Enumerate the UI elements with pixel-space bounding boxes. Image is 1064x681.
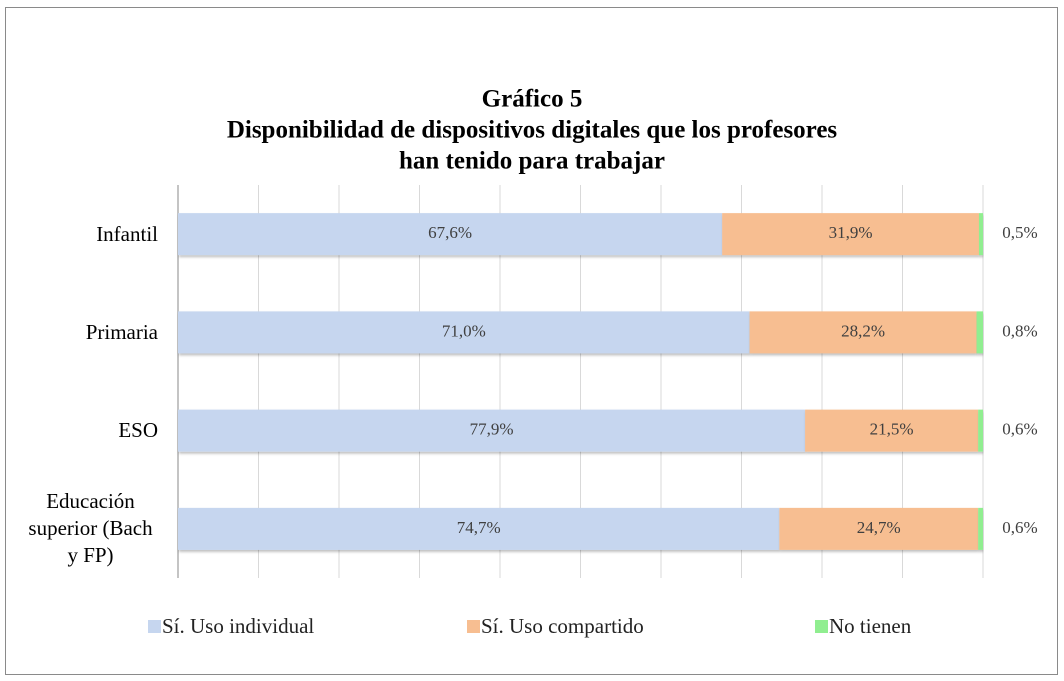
- bar-segment: [178, 507, 780, 550]
- legend-label: Sí. Uso compartido: [481, 614, 644, 638]
- data-label: 31,9%: [829, 223, 873, 242]
- data-label: 21,5%: [870, 420, 914, 439]
- data-label: 0,8%: [1002, 321, 1037, 340]
- data-label: 0,6%: [1002, 518, 1037, 537]
- chart-title: han tenido para trabajar: [399, 148, 665, 175]
- legend-swatch: [815, 620, 828, 633]
- bar-segment: [978, 213, 983, 256]
- chart-title: Gráfico 5: [482, 86, 583, 113]
- y-tick-label: ESO: [118, 418, 158, 442]
- chart-title: Disponibilidad de dispositivos digitales…: [227, 117, 838, 144]
- data-label: 0,6%: [1002, 420, 1037, 439]
- y-tick-label: Infantil: [96, 221, 158, 246]
- data-label: 0,5%: [1002, 223, 1037, 242]
- bar-segment: [178, 213, 723, 256]
- legend-swatch: [467, 620, 480, 633]
- category-label-box: Educación superior (Bach y FP): [0, 480, 158, 578]
- legend-label: No tienen: [829, 614, 912, 638]
- data-label: 24,7%: [857, 518, 901, 537]
- bar-segment: [805, 409, 979, 452]
- category-label-box: Primaria: [0, 283, 158, 381]
- category-label-box: Infantil: [0, 185, 158, 283]
- legend-swatch: [148, 620, 161, 633]
- data-label: 74,7%: [457, 518, 501, 537]
- bar-segment: [178, 409, 806, 452]
- bar-segment: [779, 507, 979, 550]
- category-label-box: ESO: [0, 382, 158, 480]
- bar-segment: [749, 311, 977, 354]
- bar-segment: [722, 213, 979, 256]
- data-label: 67,6%: [428, 223, 472, 242]
- bar-segment: [978, 507, 983, 550]
- legend-label: Sí. Uso individual: [162, 614, 314, 638]
- data-label: 28,2%: [841, 321, 885, 340]
- bar-segment: [976, 311, 983, 354]
- data-label: 77,9%: [470, 420, 514, 439]
- y-tick-label: Primaria: [85, 319, 158, 344]
- data-label: 71,0%: [442, 321, 486, 340]
- bar-segment: [978, 409, 983, 452]
- y-tick-label: Educación superior (Bach y FP): [28, 489, 153, 568]
- bar-segment: [178, 311, 750, 354]
